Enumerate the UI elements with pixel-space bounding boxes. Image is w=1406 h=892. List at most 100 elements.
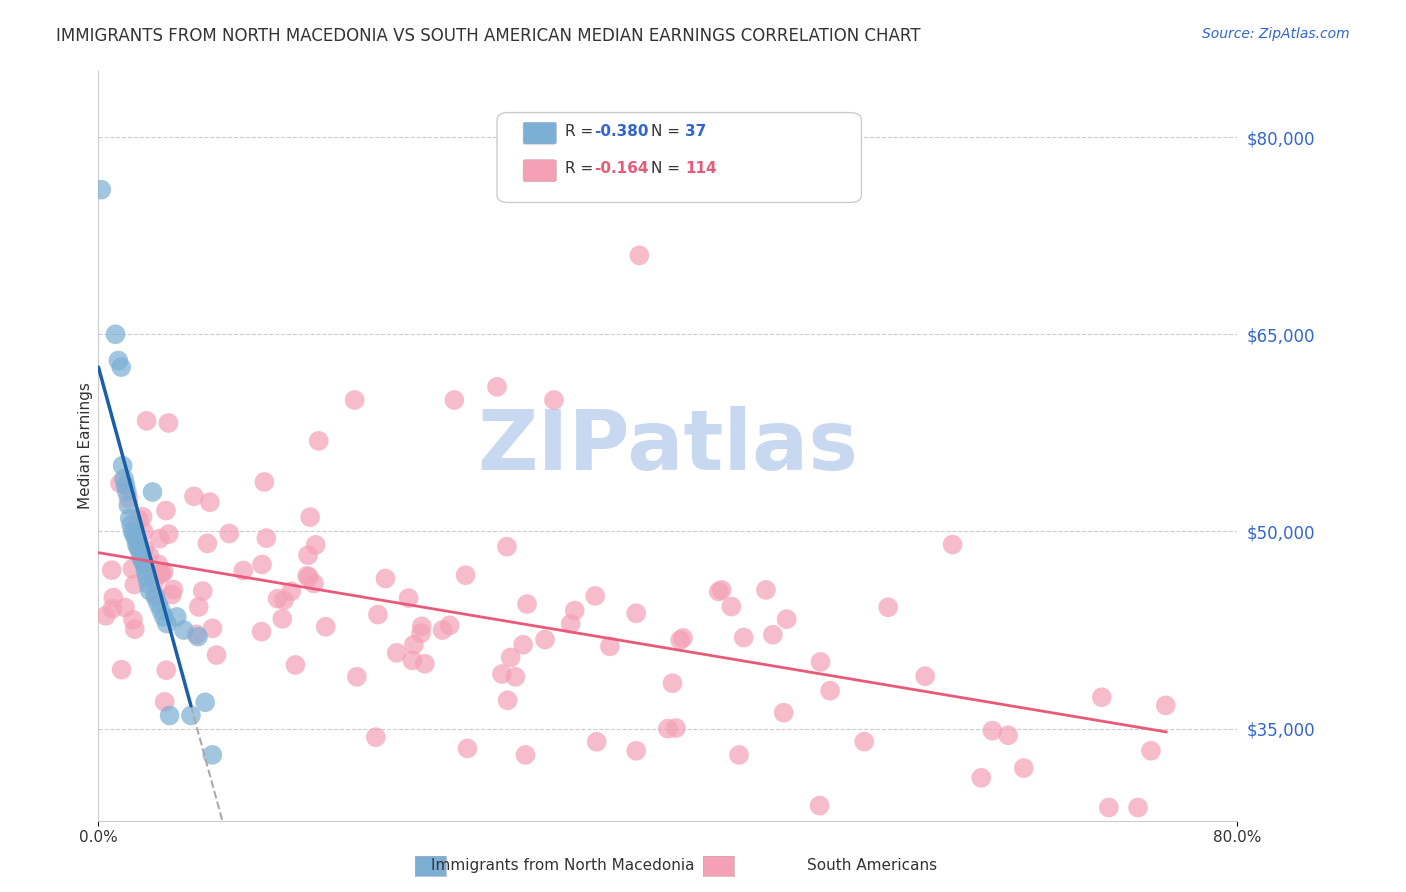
South Americans (496, 540, 519, 554)
Immigrants from North Macedonia (125, 538, 148, 552)
FancyBboxPatch shape (498, 112, 862, 202)
South Americans (122, 613, 145, 627)
Text: IMMIGRANTS FROM NORTH MACEDONIA VS SOUTH AMERICAN MEDIAN EARNINGS CORRELATION CH: IMMIGRANTS FROM NORTH MACEDONIA VS SOUTH… (56, 27, 921, 45)
South Americans (254, 531, 277, 545)
South Americans (253, 475, 276, 489)
South Americans (505, 670, 527, 684)
South Americans (155, 503, 177, 517)
South Americans (205, 648, 228, 662)
South Americans (295, 569, 318, 583)
Immigrants from North Macedonia (121, 524, 143, 539)
South Americans (284, 658, 307, 673)
South Americans (499, 650, 522, 665)
Immigrants from North Macedonia (132, 558, 155, 572)
Immigrants from North Macedonia (134, 564, 156, 578)
South Americans (720, 599, 742, 614)
South Americans (564, 603, 586, 617)
Immigrants from North Macedonia (166, 610, 188, 624)
Immigrants from North Macedonia (114, 478, 136, 492)
South Americans (1012, 761, 1035, 775)
South Americans (308, 434, 330, 448)
South Americans (374, 572, 396, 586)
South Americans (305, 538, 328, 552)
South Americans (543, 392, 565, 407)
South Americans (496, 693, 519, 707)
South Americans (454, 568, 477, 582)
South Americans (1091, 690, 1114, 705)
South Americans (183, 489, 205, 503)
South Americans (432, 623, 454, 637)
South Americans (486, 380, 509, 394)
Immigrants from North Macedonia (129, 550, 152, 565)
FancyBboxPatch shape (523, 122, 557, 144)
South Americans (402, 638, 425, 652)
South Americans (810, 655, 832, 669)
South Americans (148, 558, 170, 572)
South Americans (273, 593, 295, 607)
South Americans (101, 601, 124, 615)
South Americans (772, 706, 794, 720)
South Americans (103, 591, 125, 605)
Text: N =: N = (651, 124, 685, 139)
Immigrants from North Macedonia (127, 540, 149, 554)
South Americans (818, 683, 841, 698)
Text: 114: 114 (685, 161, 717, 177)
South Americans (665, 721, 688, 735)
Text: R =: R = (565, 161, 599, 177)
South Americans (218, 526, 240, 541)
Immigrants from North Macedonia (187, 630, 209, 644)
South Americans (280, 584, 302, 599)
South Americans (364, 730, 387, 744)
South Americans (191, 584, 214, 599)
Immigrants from North Macedonia (131, 553, 153, 567)
South Americans (138, 548, 160, 562)
Immigrants from North Macedonia (180, 708, 202, 723)
South Americans (583, 589, 606, 603)
South Americans (297, 548, 319, 562)
South Americans (160, 588, 183, 602)
Immigrants from North Macedonia (159, 708, 181, 723)
South Americans (135, 414, 157, 428)
South Americans (411, 619, 433, 633)
Immigrants from North Macedonia (117, 498, 139, 512)
South Americans (491, 667, 513, 681)
South Americans (981, 723, 1004, 738)
South Americans (657, 722, 679, 736)
Immigrants from North Macedonia (156, 616, 179, 631)
Immigrants from North Macedonia (201, 747, 224, 762)
Immigrants from North Macedonia (104, 327, 127, 342)
South Americans (153, 565, 176, 579)
Text: ZIPatlas: ZIPatlas (478, 406, 858, 486)
South Americans (1126, 800, 1149, 814)
South Americans (762, 628, 785, 642)
Immigrants from North Macedonia (107, 353, 129, 368)
South Americans (187, 599, 209, 614)
Text: -0.164: -0.164 (593, 161, 648, 177)
South Americans (232, 564, 254, 578)
South Americans (128, 513, 150, 527)
South Americans (134, 542, 156, 557)
Immigrants from North Macedonia (135, 570, 157, 584)
South Americans (197, 536, 219, 550)
South Americans (143, 574, 166, 588)
South Americans (201, 621, 224, 635)
Text: -0.380: -0.380 (593, 124, 648, 139)
Immigrants from North Macedonia (138, 583, 160, 598)
Immigrants from North Macedonia (128, 544, 150, 558)
South Americans (585, 735, 607, 749)
South Americans (401, 653, 423, 667)
South Americans (346, 670, 368, 684)
Immigrants from North Macedonia (111, 458, 134, 473)
South Americans (114, 600, 136, 615)
South Americans (157, 527, 180, 541)
South Americans (110, 663, 132, 677)
South Americans (1098, 800, 1121, 814)
South Americans (755, 582, 778, 597)
South Americans (1140, 744, 1163, 758)
South Americans (150, 566, 173, 581)
South Americans (266, 591, 288, 606)
South Americans (198, 495, 221, 509)
Text: Source: ZipAtlas.com: Source: ZipAtlas.com (1202, 27, 1350, 41)
Immigrants from North Macedonia (110, 360, 132, 375)
Immigrants from North Macedonia (141, 485, 163, 500)
